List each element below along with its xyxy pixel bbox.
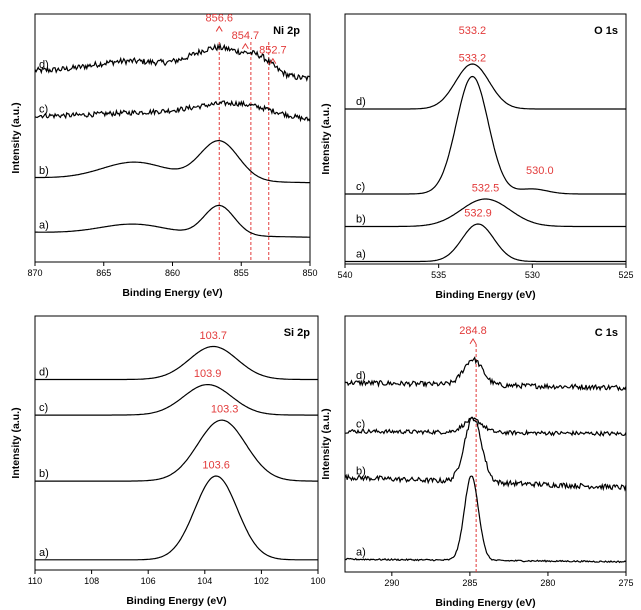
spectrum-curve (344, 416, 627, 492)
spectrum-curve (344, 475, 627, 564)
x-tick-label: 530 (525, 270, 540, 280)
peak-label: 856.6 (205, 12, 233, 24)
peak-label: 533.2 (459, 25, 487, 37)
x-tick-label: 108 (84, 576, 99, 586)
peak-label: 532.9 (464, 208, 492, 220)
x-tick-label: 855 (234, 268, 249, 278)
x-tick-label: 525 (618, 270, 633, 280)
x-axis-title: Binding Energy (eV) (122, 287, 222, 299)
curve-label: d) (356, 370, 366, 382)
peak-label: 103.7 (200, 330, 228, 342)
curve-label: c) (356, 418, 365, 430)
spectrum-curve (34, 99, 311, 123)
x-tick-label: 540 (337, 270, 352, 280)
y-axis-title: Intensity (a.u.) (320, 408, 332, 479)
x-tick-label: 535 (431, 270, 446, 280)
peak-label: 533.2 (459, 53, 487, 65)
spectrum-curve (35, 475, 318, 561)
curve-label: b) (39, 165, 49, 177)
spectrum-curve (35, 384, 318, 416)
y-axis-title: Intensity (a.u.) (10, 102, 22, 173)
spectrum-curve (34, 42, 311, 83)
peak-label: 103.3 (211, 404, 239, 416)
curve-label: d) (39, 59, 49, 71)
peak-label: 854.7 (232, 30, 260, 42)
spectrum-curve (345, 198, 626, 228)
panel-title: Si 2p (284, 327, 311, 339)
curve-label: b) (356, 465, 366, 477)
spectrum-curve (345, 223, 626, 263)
curve-label: a) (356, 249, 366, 261)
x-tick-label: 275 (618, 578, 633, 588)
curve-label: c) (356, 181, 365, 193)
peak-label: 284.8 (459, 325, 487, 337)
peak-label: 532.5 (472, 183, 500, 195)
peak-arrow (469, 337, 477, 345)
x-tick-label: 102 (254, 576, 269, 586)
spectrum-curve (345, 417, 627, 437)
plot-frame (344, 315, 627, 573)
peak-label: 530.0 (526, 165, 554, 177)
x-tick-label: 290 (384, 578, 399, 588)
x-tick-label: 870 (27, 268, 42, 278)
plot-frame (344, 13, 627, 265)
spectrum-curve (345, 75, 626, 195)
curve-label: c) (39, 402, 48, 414)
panel-si2p: 110 108 106 104 102 100 Binding Energy (eV) Int… (10, 315, 326, 607)
panel-ni2p: 870 865 860 855 850 Binding Energy (eV) Intens… (10, 12, 318, 299)
x-axis-title: Binding Energy (eV) (126, 595, 226, 607)
peak-arrow (241, 42, 249, 50)
peak-arrow (215, 25, 223, 32)
peak-label: 103.6 (202, 459, 230, 471)
panel-c1s: 290 285 280 275 Binding Energy (eV) Intensity… (320, 315, 634, 609)
curve-label: d) (39, 367, 49, 379)
x-tick-label: 860 (165, 268, 180, 278)
curve-label: a) (356, 546, 366, 558)
spectrum-curve (344, 356, 627, 392)
x-tick-label: 850 (302, 268, 317, 278)
panel-o1s: 540 535 530 525 Binding Energy (eV) Intensity… (320, 13, 634, 301)
curve-label: b) (39, 468, 49, 480)
peak-arrow (269, 57, 277, 64)
curve-label: c) (39, 103, 48, 115)
spectrum-curve (35, 419, 318, 482)
spectrum-curve (35, 204, 310, 238)
spectrum-curve (35, 345, 318, 381)
panel-title: C 1s (595, 327, 618, 339)
x-tick-label: 280 (540, 578, 555, 588)
y-axis-title: Intensity (a.u.) (320, 103, 332, 174)
x-tick-label: 106 (141, 576, 156, 586)
plot-frame (34, 315, 319, 571)
curve-label: d) (356, 96, 366, 108)
x-tick-label: 104 (197, 576, 212, 586)
x-axis-title: Binding Energy (eV) (435, 597, 535, 609)
peak-label: 852.7 (259, 45, 287, 57)
curve-label: a) (39, 220, 49, 232)
spectrum-curve (345, 63, 626, 110)
x-tick-label: 100 (310, 576, 325, 586)
curve-label: a) (39, 547, 49, 559)
panel-title: Ni 2p (273, 25, 300, 37)
x-tick-label: 865 (96, 268, 111, 278)
x-axis-title: Binding Energy (eV) (435, 289, 535, 301)
x-tick-label: 285 (462, 578, 477, 588)
curve-label: b) (356, 214, 366, 226)
spectrum-curve (35, 140, 310, 184)
x-tick-label: 110 (28, 576, 42, 586)
peak-label: 103.9 (194, 368, 222, 380)
panel-title: O 1s (594, 25, 618, 37)
y-axis-title: Intensity (a.u.) (10, 407, 22, 478)
